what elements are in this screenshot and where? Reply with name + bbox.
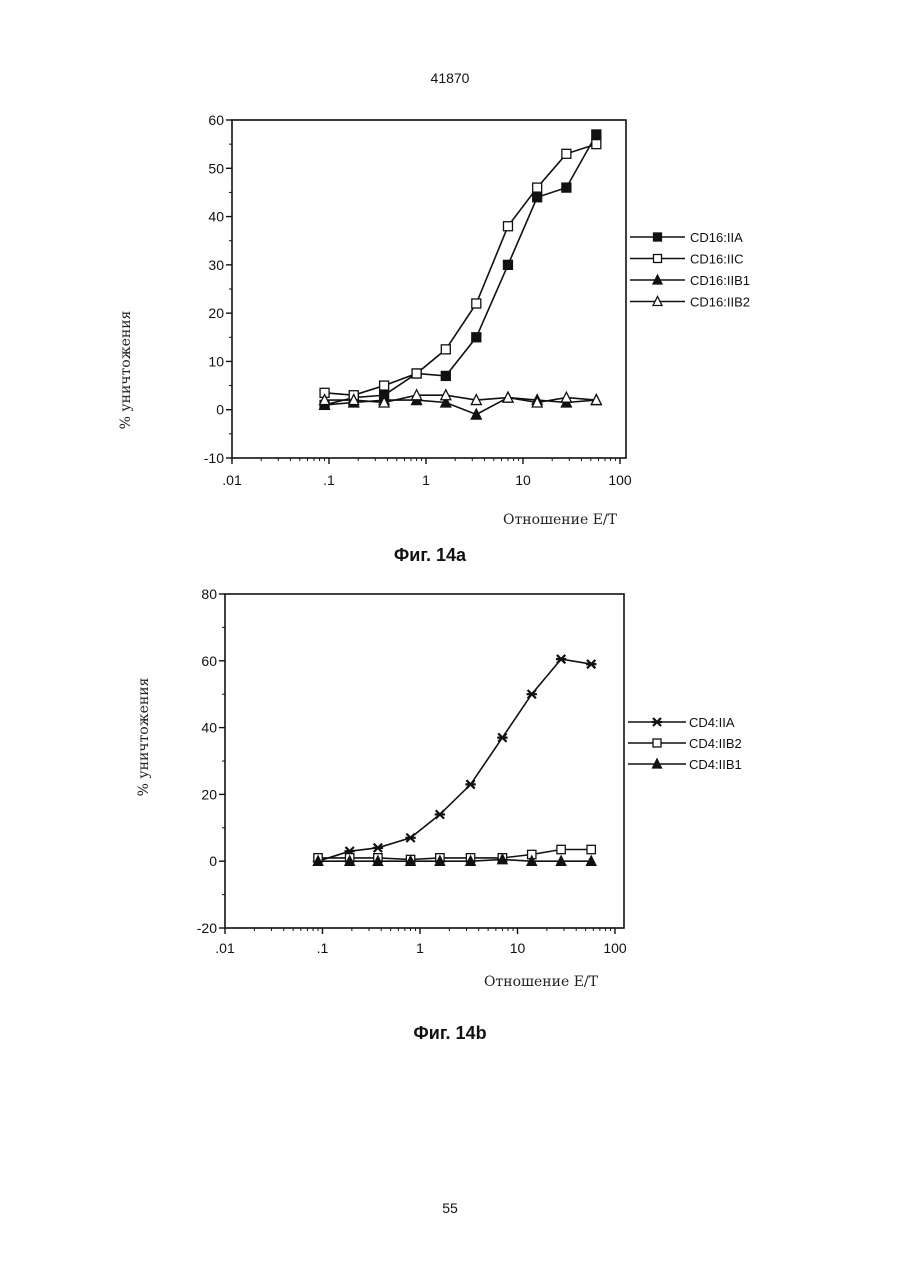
legend-entry: CD4:IIB2 [628, 736, 742, 751]
series-cd4-iia [313, 655, 597, 865]
x-axis-title: Отношение E/T [484, 974, 599, 990]
series-line [318, 850, 591, 860]
data-point [557, 845, 565, 853]
series-line [318, 860, 591, 862]
data-point [471, 409, 481, 419]
legend-label: CD16:IIB1 [690, 273, 750, 288]
x-tick-label: 100 [608, 472, 632, 488]
legend-marker [653, 739, 661, 747]
x-tick-label: .1 [323, 472, 335, 488]
data-point [412, 369, 421, 378]
data-point [497, 733, 507, 741]
series-line [325, 135, 597, 405]
chart-fig-14a: -10 0 10 20 30 40 50 60 .01 .1 1 10 100 % уничтожения… [0, 100, 900, 540]
y-tick-label: 0 [216, 402, 224, 418]
data-point [592, 140, 601, 149]
data-point [562, 149, 571, 158]
legend-entry: CD4:IIB1 [628, 757, 742, 772]
legend-marker [654, 255, 662, 263]
legend-label: CD4:IIA [689, 715, 735, 730]
legend-entry: CD16:IIB1 [630, 273, 750, 288]
data-point [562, 183, 571, 192]
x-tick-label: .01 [222, 472, 242, 488]
x-tick-label: .01 [215, 940, 235, 956]
legend-marker [652, 718, 662, 726]
y-tick-label: 0 [209, 853, 217, 869]
figure-caption-14a: Фиг. 14a [0, 545, 880, 566]
data-point [533, 193, 542, 202]
data-point [441, 371, 450, 380]
data-point [586, 660, 596, 668]
data-point [556, 655, 566, 663]
data-point [380, 381, 389, 390]
x-tick-label: 10 [515, 472, 531, 488]
data-point [435, 810, 445, 818]
y-tick-label: 10 [208, 353, 224, 369]
series-cd16-iia [320, 130, 601, 409]
x-axis-title: Отношение E/T [503, 512, 618, 528]
y-tick-label: 80 [201, 586, 217, 602]
legend-marker [654, 233, 662, 241]
data-point [472, 333, 481, 342]
x-tick-label: .1 [317, 940, 329, 956]
series-line [318, 659, 591, 861]
y-tick-label: 50 [208, 160, 224, 176]
y-tick-label: 20 [201, 786, 217, 802]
data-point [441, 345, 450, 354]
data-point [373, 844, 383, 852]
legend-entry: CD16:IIA [630, 230, 743, 245]
y-tick-label: 60 [201, 653, 217, 669]
x-tick-label: 100 [603, 940, 627, 956]
legend-label: CD16:IIB2 [690, 295, 750, 310]
data-point [533, 183, 542, 192]
x-tick-label: 1 [416, 940, 424, 956]
y-tick-label: 60 [208, 112, 224, 128]
page-number: 55 [0, 1200, 900, 1216]
legend-entry: CD16:IIC [630, 252, 743, 267]
x-tick-label: 1 [422, 472, 430, 488]
figure-caption-14b: Фиг. 14b [0, 1023, 900, 1044]
y-tick-label: 40 [208, 209, 224, 225]
y-tick-label: 30 [208, 257, 224, 273]
data-point [405, 834, 415, 842]
chart-fig-14b: -20 0 20 40 60 80 .01 .1 1 10 100 % уничтожения Отно… [0, 575, 900, 1015]
legend-label: CD16:IIA [690, 230, 743, 245]
y-tick-label: -10 [204, 450, 224, 466]
legend-label: CD4:IIB2 [689, 736, 742, 751]
data-point [503, 222, 512, 231]
x-tick-label: 10 [510, 940, 526, 956]
data-point [503, 260, 512, 269]
y-tick-label: 40 [201, 720, 217, 736]
legend-entry: CD16:IIB2 [630, 295, 750, 310]
series-cd16-iic [320, 140, 601, 400]
data-point [587, 845, 595, 853]
plot-frame [225, 594, 624, 928]
page-header: 41870 [0, 70, 900, 86]
y-axis-title: % уничтожения [118, 310, 134, 429]
legend-entry: CD4:IIA [628, 715, 735, 730]
y-axis-title: % уничтожения [136, 677, 152, 796]
data-point [527, 690, 537, 698]
data-point [465, 780, 475, 788]
data-point [472, 299, 481, 308]
data-point [592, 130, 601, 139]
series-cd4-iib1 [313, 854, 596, 865]
y-tick-label: -20 [197, 920, 217, 936]
legend-label: CD4:IIB1 [689, 757, 742, 772]
legend-label: CD16:IIC [690, 252, 743, 267]
y-tick-label: 20 [208, 305, 224, 321]
